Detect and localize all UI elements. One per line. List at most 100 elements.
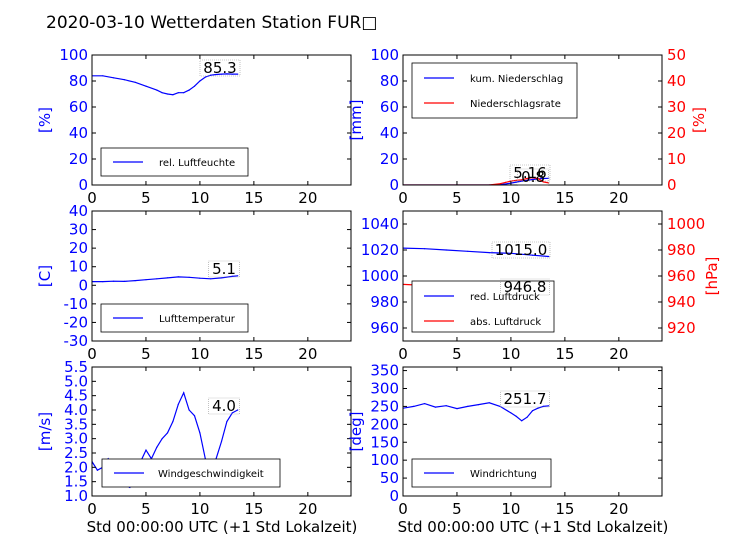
- y-tick-label-right: 960: [667, 267, 696, 285]
- data-point: [504, 181, 507, 183]
- y-tick-label-right: 10: [667, 150, 686, 168]
- legend: kum. Niederschlag Niederschlagsrate: [411, 62, 578, 119]
- data-point: [531, 410, 534, 412]
- y-axis-label: [%]: [36, 107, 54, 133]
- data-point: [177, 403, 179, 405]
- value-annotation: 946.8: [504, 278, 547, 296]
- y-tick-label: 20: [380, 150, 399, 168]
- data-point: [199, 80, 201, 82]
- data-point: [226, 73, 228, 75]
- data-point: [193, 85, 196, 87]
- y-tick-label: 2.0: [64, 458, 88, 476]
- axes-frame: [91, 210, 352, 342]
- x-tick-label: 0: [87, 345, 97, 363]
- x-tick-label: 15: [555, 189, 574, 207]
- data-point: [199, 277, 201, 279]
- y-tick-label: 30: [69, 221, 88, 239]
- y-tick-label: 50: [380, 469, 399, 487]
- y-tick-label: 960: [370, 319, 399, 337]
- series-line-1: [403, 247, 549, 258]
- y-tick-label: 1.5: [64, 473, 88, 491]
- y-tick-label: 2.5: [64, 444, 88, 462]
- value-annotation: 251.7: [504, 390, 547, 408]
- y-tick-label-right: 20: [667, 124, 686, 142]
- axes-frame: [402, 366, 663, 497]
- x-tick-label: 20: [609, 345, 628, 363]
- data-point: [515, 179, 517, 181]
- data-point: [102, 75, 104, 77]
- y-tick-label: 100: [370, 46, 399, 64]
- data-point: [177, 276, 179, 278]
- value-annotation: 0.8: [521, 168, 545, 186]
- data-point: [456, 408, 458, 410]
- legend: Windrichtung: [411, 458, 552, 488]
- data-point: [510, 412, 512, 414]
- legend: red. Luftdruck abs. Luftdruck: [411, 280, 555, 333]
- data-point: [424, 403, 426, 405]
- legend-label: abs. Luftdruck: [470, 317, 541, 328]
- data-point: [515, 415, 517, 417]
- y-tick-label-right: 30: [667, 98, 686, 116]
- legend-label: Windrichtung: [470, 469, 537, 480]
- x-tick-label: 5: [452, 189, 462, 207]
- y-tick-label-right: 980: [667, 241, 696, 259]
- y-axis-label: [deg]: [347, 412, 365, 452]
- x-tick-label: 10: [190, 345, 209, 363]
- y-tick-label: 80: [69, 72, 88, 90]
- x-tick-label: 20: [609, 189, 628, 207]
- y-tick-label: 100: [59, 46, 88, 64]
- y-tick-label: 300: [370, 380, 399, 398]
- y-axis-label-right: [%]: [690, 107, 708, 133]
- legend-label: kum. Niederschlag: [470, 74, 563, 85]
- value-annotation: 85.3: [203, 59, 236, 77]
- y-tick-label-right: 1000: [667, 215, 705, 233]
- y-tick-label-right: 50: [667, 46, 686, 64]
- value-annotation: 4.0: [212, 397, 236, 415]
- y-tick-label: 20: [69, 150, 88, 168]
- x-tick-label: 5: [452, 500, 462, 518]
- x-tick-label: 0: [87, 189, 97, 207]
- data-point: [445, 405, 447, 407]
- x-tick-label: 5: [452, 345, 462, 363]
- y-tick-label: 1040: [361, 215, 399, 233]
- data-point: [226, 420, 228, 423]
- value-annotation: 1015.0: [495, 241, 548, 259]
- data-point: [477, 404, 480, 406]
- legend: rel. Luftfeuchte: [100, 147, 249, 177]
- legend-label: Windgeschwindigkeit: [158, 469, 264, 480]
- x-tick-label: 10: [501, 345, 520, 363]
- x-tick-label: 15: [555, 345, 574, 363]
- data-point: [231, 73, 233, 75]
- legend-label: Lufttemperatur: [159, 314, 236, 325]
- x-tick-label: 10: [190, 189, 209, 207]
- y-tick-label: 3.0: [64, 430, 88, 448]
- axes-frame: [91, 366, 352, 497]
- x-tick-label: 5: [141, 345, 151, 363]
- data-point: [161, 438, 163, 440]
- data-point: [220, 277, 223, 279]
- series-line-1: [403, 402, 549, 422]
- data-point: [210, 278, 212, 280]
- x-tick-label: 20: [298, 345, 317, 363]
- data-point: [488, 252, 490, 254]
- data-point: [231, 412, 233, 414]
- data-point: [177, 92, 179, 94]
- legend-label: red. Luftdruck: [470, 292, 540, 303]
- y-tick-label: 100: [370, 451, 399, 469]
- data-point: [145, 279, 147, 281]
- y-tick-label: 1.0: [64, 487, 88, 505]
- y-axis-label: [C]: [36, 265, 54, 287]
- data-point: [548, 255, 550, 258]
- y-tick-label: 40: [380, 124, 399, 142]
- y-tick-label: 10: [69, 258, 88, 276]
- data-point: [183, 92, 185, 94]
- x-tick-label: 20: [298, 500, 317, 518]
- x-axis-label-right: Std 00:00:00 UTC (+1 Std Lokalzeit): [398, 518, 669, 536]
- legend: Lufttemperatur: [100, 303, 249, 333]
- y-axis-label: [m/s]: [36, 412, 54, 451]
- data-point: [96, 469, 98, 471]
- y-tick-label: 20: [69, 239, 88, 257]
- data-point: [113, 77, 115, 79]
- series-line-2: [403, 177, 549, 185]
- data-point: [467, 405, 469, 407]
